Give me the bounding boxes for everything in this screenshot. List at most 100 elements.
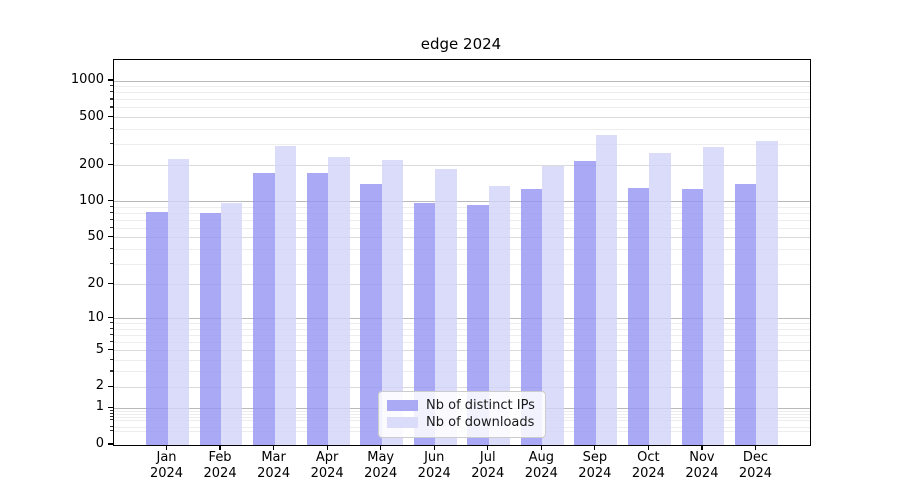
y-tick-label: 50 <box>87 228 104 244</box>
bar-feb-downloads <box>221 202 243 445</box>
x-tick-month: Jan <box>156 450 177 465</box>
bar-jul-ips <box>467 204 489 445</box>
legend: Nb of distinct IPs Nb of downloads <box>378 391 546 438</box>
bar-apr-downloads <box>328 156 350 445</box>
x-tick-month: May <box>367 450 395 465</box>
y-tick-label: 20 <box>87 275 104 291</box>
x-tick-year: 2024 <box>364 465 398 481</box>
bar-aug-downloads <box>542 166 564 445</box>
y-minor-tick-mark <box>110 142 113 145</box>
grid-line-minor <box>114 92 810 94</box>
x-tick-month: Apr <box>315 450 339 465</box>
y-tick-mark <box>108 200 113 202</box>
y-tick-label: 500 <box>79 108 104 124</box>
y-tick-mark <box>108 79 113 81</box>
y-tick-mark <box>108 385 113 387</box>
grid-line-minor <box>114 206 810 208</box>
x-tick-month: Sep <box>582 450 608 465</box>
y-minor-tick-mark <box>110 327 113 329</box>
x-tick-mark <box>273 445 275 450</box>
grid-line-minor <box>114 99 810 101</box>
x-tick-label-jul: Jul 2024 <box>471 450 504 481</box>
grid-line-minor <box>114 248 810 250</box>
legend-label-downloads: Nb of downloads <box>426 415 535 430</box>
grid-line-minor <box>114 128 810 130</box>
x-tick-label-aug: Aug 2024 <box>525 450 558 481</box>
legend-item-distinct-ips: Nb of distinct IPs <box>387 397 536 414</box>
x-tick-label-oct: Oct 2024 <box>632 450 665 481</box>
y-tick-label: 1 <box>95 399 104 415</box>
y-minor-tick-mark <box>110 91 113 93</box>
y-minor-tick-mark <box>110 418 113 420</box>
x-tick-mark <box>487 445 489 450</box>
grid-line-100 <box>114 201 810 203</box>
y-tick-mark <box>108 317 113 319</box>
bar-jun-downloads <box>435 168 457 445</box>
y-minor-tick-mark <box>110 106 113 108</box>
x-tick-mark <box>219 445 221 450</box>
y-minor-tick-mark <box>110 370 113 372</box>
grid-line-500 <box>114 117 810 118</box>
x-tick-year: 2024 <box>203 465 237 481</box>
y-minor-tick-mark <box>110 415 113 417</box>
y-minor-tick-mark <box>110 340 113 343</box>
grid-line-minor <box>114 213 810 214</box>
grid-line-minor <box>114 341 810 343</box>
y-minor-tick-mark <box>110 98 113 100</box>
y-tick-mark <box>108 283 113 285</box>
grid-line-200 <box>114 165 810 167</box>
legend-swatch-distinct-ips <box>387 400 418 411</box>
x-tick-mark <box>326 445 328 450</box>
grid-line-minor <box>114 328 810 330</box>
bar-jan-downloads <box>167 159 189 445</box>
grid-line-1000 <box>114 80 810 82</box>
grid-line-minor <box>114 263 810 265</box>
x-tick-month: Nov <box>689 450 715 465</box>
grid-line-minor <box>114 227 810 229</box>
y-tick-label: 200 <box>79 156 104 172</box>
x-tick-month: Jul <box>479 450 496 465</box>
grid-line-minor <box>114 334 810 336</box>
bar-dec-downloads <box>756 140 778 445</box>
x-tick-label-dec: Dec 2024 <box>739 450 772 481</box>
y-tick-label: 5 <box>95 341 104 357</box>
grid-line-2 <box>114 386 810 388</box>
x-tick-label-nov: Nov 2024 <box>685 450 718 481</box>
x-tick-year: 2024 <box>524 465 558 481</box>
bar-oct-downloads <box>649 152 671 445</box>
x-tick-year: 2024 <box>738 465 772 481</box>
legend-label-distinct-ips: Nb of distinct IPs <box>426 398 535 413</box>
x-tick-mark <box>647 445 649 450</box>
x-tick-month: Dec <box>742 450 769 465</box>
y-tick-label: 0 <box>95 436 104 451</box>
y-tick-label: 10 <box>87 309 104 325</box>
legend-item-downloads: Nb of downloads <box>387 414 536 431</box>
x-tick-label-jan: Jan 2024 <box>150 450 183 481</box>
y-minor-tick-mark <box>110 212 113 214</box>
grid-line-10 <box>114 318 810 320</box>
y-tick-mark <box>108 406 113 409</box>
y-tick-mark <box>108 236 113 238</box>
y-minor-tick-mark <box>110 333 113 336</box>
bar-nov-ips <box>681 188 703 445</box>
y-minor-tick-mark <box>110 412 113 414</box>
y-tick-mark <box>108 115 113 118</box>
grid-line-50 <box>114 237 810 239</box>
y-tick-mark <box>108 164 113 166</box>
y-minor-tick-mark <box>110 205 113 208</box>
x-tick-mark <box>380 445 382 450</box>
x-tick-month: Aug <box>528 450 554 465</box>
bar-sep-downloads <box>595 134 618 445</box>
grid-line-minor <box>114 143 810 145</box>
x-tick-month: Oct <box>637 450 660 465</box>
y-minor-tick-mark <box>110 226 113 229</box>
y-minor-tick-mark <box>110 218 113 221</box>
x-tick-year: 2024 <box>578 465 612 481</box>
bar-mar-ips <box>253 172 275 445</box>
grid-line-minor <box>114 219 810 221</box>
x-tick-mark <box>754 445 757 450</box>
x-tick-month: Feb <box>208 450 232 465</box>
bar-mar-downloads <box>274 146 297 445</box>
y-tick-label: 1000 <box>70 72 104 88</box>
x-tick-label-mar: Mar 2024 <box>257 450 290 481</box>
